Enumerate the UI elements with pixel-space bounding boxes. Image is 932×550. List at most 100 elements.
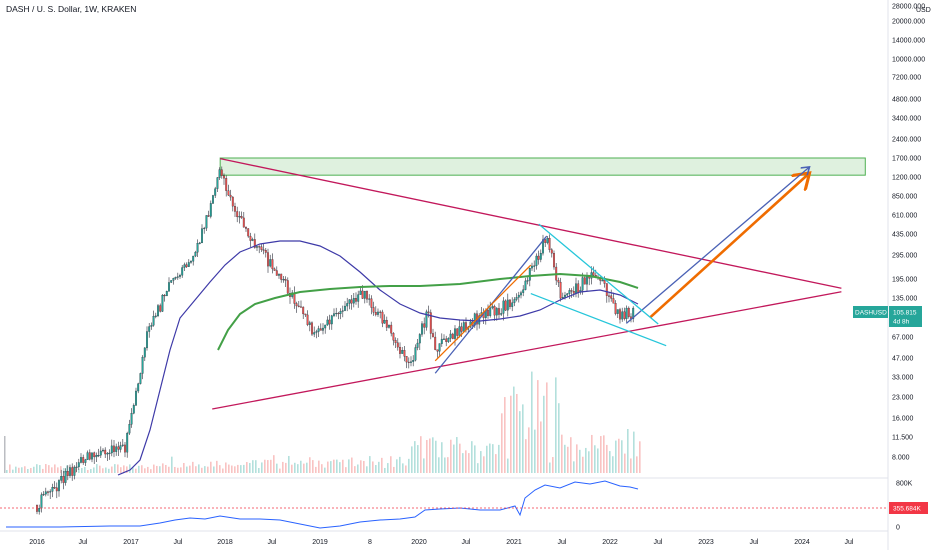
- candle-body: [460, 326, 463, 332]
- candle-body: [108, 452, 111, 454]
- volume-bar: [270, 459, 272, 473]
- candle-body: [352, 298, 355, 304]
- volume-bar: [264, 459, 266, 473]
- candle-body: [326, 319, 329, 326]
- volume-bar: [240, 465, 242, 473]
- candle-body: [183, 264, 186, 268]
- candle-body: [238, 216, 241, 218]
- volume-bar: [228, 464, 230, 473]
- volume-bar: [171, 456, 173, 473]
- volume-bar: [120, 467, 122, 473]
- candle-body: [379, 311, 382, 313]
- volume-bar: [552, 457, 554, 473]
- candle-body: [603, 280, 606, 284]
- candle-body: [564, 294, 566, 298]
- volume-bar: [57, 467, 59, 473]
- volume-bar: [54, 464, 56, 473]
- price-tick-label: 135.000: [892, 296, 917, 303]
- volume-bar: [414, 441, 416, 473]
- volume-bar: [459, 443, 461, 473]
- volume-bar: [405, 465, 407, 473]
- candle-body: [249, 235, 252, 241]
- volume-bar: [105, 467, 107, 473]
- candle-body: [511, 302, 514, 307]
- volume-bar: [267, 460, 269, 473]
- volume-bar: [636, 456, 638, 473]
- candle-body: [605, 283, 608, 296]
- volume-bar: [147, 466, 149, 473]
- time-tick-label: 8: [368, 539, 372, 546]
- volume-bar: [174, 466, 176, 473]
- candle-body: [231, 196, 234, 207]
- candle-body: [456, 328, 459, 336]
- volume-bar: [591, 434, 593, 473]
- candle-body: [141, 356, 144, 374]
- volume-bar: [165, 464, 167, 473]
- trend-line: [220, 158, 842, 289]
- price-tick-label: 28000.000: [892, 4, 925, 11]
- volume-bar: [540, 421, 542, 473]
- volume-bar: [297, 464, 299, 473]
- volume-bar: [321, 464, 323, 473]
- volume-bar: [519, 411, 521, 473]
- volume-bar: [63, 468, 65, 473]
- volume-bar: [39, 465, 41, 473]
- volume-bar: [114, 464, 116, 473]
- candle-body: [128, 424, 131, 434]
- volume-bar: [90, 469, 92, 473]
- candle-body: [236, 211, 239, 218]
- candle-body: [403, 350, 406, 357]
- volume-bar: [582, 456, 584, 473]
- time-tick-label: Jul: [462, 539, 471, 546]
- volume-bar: [630, 458, 632, 473]
- candle-body: [425, 311, 428, 328]
- candle-body: [115, 446, 118, 452]
- volume-bar: [411, 446, 413, 473]
- volume-bar: [255, 460, 257, 473]
- candle-body: [280, 273, 283, 280]
- candle-body: [258, 246, 261, 248]
- volume-bar: [60, 466, 62, 473]
- volume-bar: [441, 442, 443, 473]
- volume-bar: [51, 467, 53, 473]
- volume-bar: [465, 450, 467, 473]
- volume-bar: [102, 468, 104, 473]
- volume-bar: [132, 467, 134, 473]
- volume-bar: [615, 440, 617, 473]
- volume-bar: [216, 460, 218, 473]
- volume-bar: [210, 461, 212, 473]
- trend-line: [530, 292, 667, 347]
- candle-body: [528, 267, 531, 281]
- candle-body: [113, 445, 115, 452]
- volume-bar: [504, 397, 506, 473]
- candle-body: [143, 347, 146, 358]
- candle-body: [295, 303, 298, 307]
- projection-arrow: [649, 173, 809, 319]
- candle-body: [51, 487, 54, 492]
- candle-body: [168, 282, 170, 292]
- volume-bar: [4, 436, 6, 473]
- volume-bar: [27, 469, 29, 473]
- candle-body: [377, 311, 379, 315]
- candle-body: [99, 450, 102, 456]
- candle-body: [572, 291, 575, 294]
- candle-body: [157, 305, 159, 317]
- volume-bar: [408, 458, 410, 473]
- volume-bar: [561, 434, 563, 473]
- candle-body: [165, 291, 168, 297]
- volume-bar: [468, 453, 470, 473]
- volume-bar: [543, 395, 545, 473]
- candle-body: [328, 319, 331, 325]
- candle-body: [216, 177, 219, 189]
- volume-bar: [261, 462, 263, 473]
- candle-body: [407, 361, 410, 363]
- candle-body: [260, 246, 263, 250]
- candle-body: [58, 480, 60, 492]
- candle-body: [267, 252, 269, 267]
- volume-bar: [633, 431, 635, 473]
- volume-bar: [510, 395, 512, 473]
- volume-bar: [381, 457, 383, 473]
- volume-bar: [84, 467, 86, 473]
- candle-body: [546, 238, 549, 243]
